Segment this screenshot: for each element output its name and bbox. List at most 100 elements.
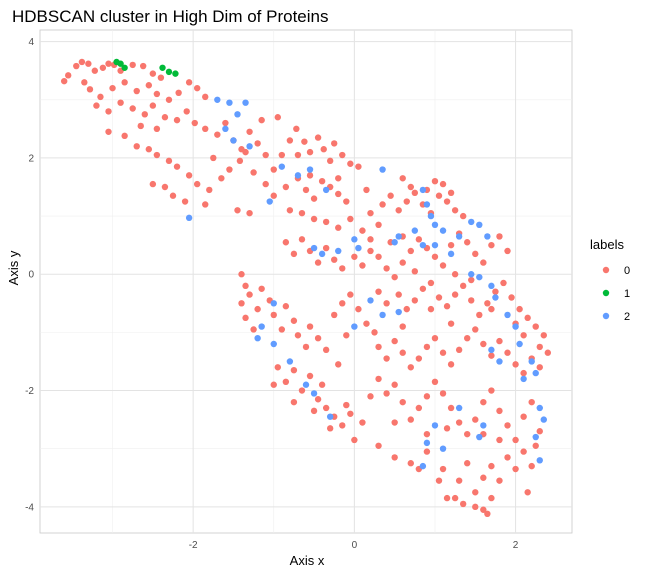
data-point bbox=[234, 111, 241, 118]
data-point bbox=[496, 337, 503, 345]
data-point bbox=[97, 93, 104, 101]
data-point bbox=[472, 326, 479, 333]
data-point bbox=[218, 175, 225, 182]
data-point bbox=[431, 334, 439, 342]
data-point bbox=[536, 404, 543, 412]
data-point bbox=[431, 221, 439, 229]
data-point bbox=[443, 425, 451, 432]
data-point bbox=[129, 105, 136, 112]
data-point bbox=[387, 192, 394, 199]
data-point bbox=[246, 209, 253, 217]
data-point bbox=[347, 410, 354, 417]
data-point bbox=[181, 198, 189, 205]
data-point bbox=[322, 244, 330, 252]
data-point bbox=[314, 259, 322, 266]
data-point bbox=[141, 111, 148, 118]
data-point bbox=[173, 163, 181, 170]
data-point bbox=[476, 433, 483, 441]
data-point bbox=[375, 288, 382, 295]
y-tick-label: 2 bbox=[28, 153, 34, 164]
data-point bbox=[191, 119, 198, 127]
data-point bbox=[206, 186, 213, 194]
data-point bbox=[520, 448, 527, 455]
data-point bbox=[226, 166, 233, 173]
data-point bbox=[512, 323, 519, 330]
data-point bbox=[480, 506, 487, 513]
data-point bbox=[379, 201, 386, 208]
data-point bbox=[246, 128, 253, 135]
data-point bbox=[407, 364, 414, 371]
data-point bbox=[149, 180, 157, 188]
data-point bbox=[447, 404, 455, 412]
data-point bbox=[339, 151, 346, 159]
data-point bbox=[419, 186, 427, 194]
data-point bbox=[447, 189, 455, 197]
data-point bbox=[447, 320, 455, 327]
data-point bbox=[459, 282, 467, 290]
data-point bbox=[86, 86, 94, 93]
data-point bbox=[488, 387, 495, 394]
x-tick-label: 2 bbox=[513, 540, 519, 551]
legend-marker bbox=[602, 266, 610, 274]
series-1 bbox=[113, 58, 179, 77]
data-point bbox=[282, 378, 290, 386]
data-point bbox=[484, 510, 491, 518]
data-point bbox=[391, 419, 398, 426]
data-point bbox=[270, 166, 277, 173]
data-point bbox=[347, 160, 354, 167]
data-point bbox=[149, 70, 157, 77]
legend-label: 1 bbox=[624, 288, 630, 300]
data-point bbox=[254, 140, 261, 147]
y-tick-label: 0 bbox=[28, 270, 34, 281]
data-point bbox=[488, 462, 495, 470]
data-point bbox=[270, 300, 277, 307]
data-point bbox=[322, 218, 330, 226]
data-point bbox=[516, 340, 523, 348]
data-point bbox=[343, 198, 350, 205]
data-point bbox=[480, 422, 487, 429]
data-point bbox=[359, 262, 366, 269]
data-point bbox=[238, 300, 245, 307]
legend-marker bbox=[602, 312, 610, 320]
data-point bbox=[399, 175, 406, 182]
data-point bbox=[214, 131, 221, 138]
data-point bbox=[411, 297, 419, 304]
data-point bbox=[222, 119, 229, 127]
data-point bbox=[435, 192, 443, 199]
data-point bbox=[238, 271, 245, 278]
data-point bbox=[447, 250, 455, 258]
data-point bbox=[415, 404, 423, 412]
data-point bbox=[250, 169, 257, 176]
data-point bbox=[335, 247, 342, 255]
data-point bbox=[540, 332, 547, 339]
y-tick-label: -2 bbox=[25, 386, 34, 397]
data-point bbox=[314, 396, 322, 403]
data-point bbox=[258, 116, 265, 124]
data-point bbox=[133, 143, 140, 150]
data-point bbox=[431, 422, 439, 429]
data-point bbox=[540, 416, 547, 423]
data-point bbox=[306, 172, 314, 179]
data-point bbox=[343, 332, 350, 339]
data-point bbox=[375, 375, 382, 383]
data-point bbox=[286, 358, 294, 365]
data-point bbox=[121, 64, 128, 71]
data-point bbox=[302, 381, 310, 388]
data-point bbox=[105, 108, 112, 115]
data-point bbox=[399, 323, 406, 330]
data-point bbox=[504, 247, 511, 255]
data-point bbox=[159, 64, 166, 71]
data-point bbox=[528, 358, 535, 365]
data-point bbox=[476, 221, 483, 229]
data-point bbox=[520, 413, 527, 420]
data-point bbox=[306, 372, 314, 380]
legend-entries: 0 1 2 bbox=[602, 265, 630, 323]
data-point bbox=[222, 125, 229, 133]
data-point bbox=[161, 114, 169, 121]
data-point bbox=[314, 334, 322, 342]
data-point bbox=[355, 244, 362, 252]
data-point bbox=[443, 494, 451, 502]
data-point bbox=[472, 416, 479, 423]
data-point bbox=[395, 291, 402, 298]
